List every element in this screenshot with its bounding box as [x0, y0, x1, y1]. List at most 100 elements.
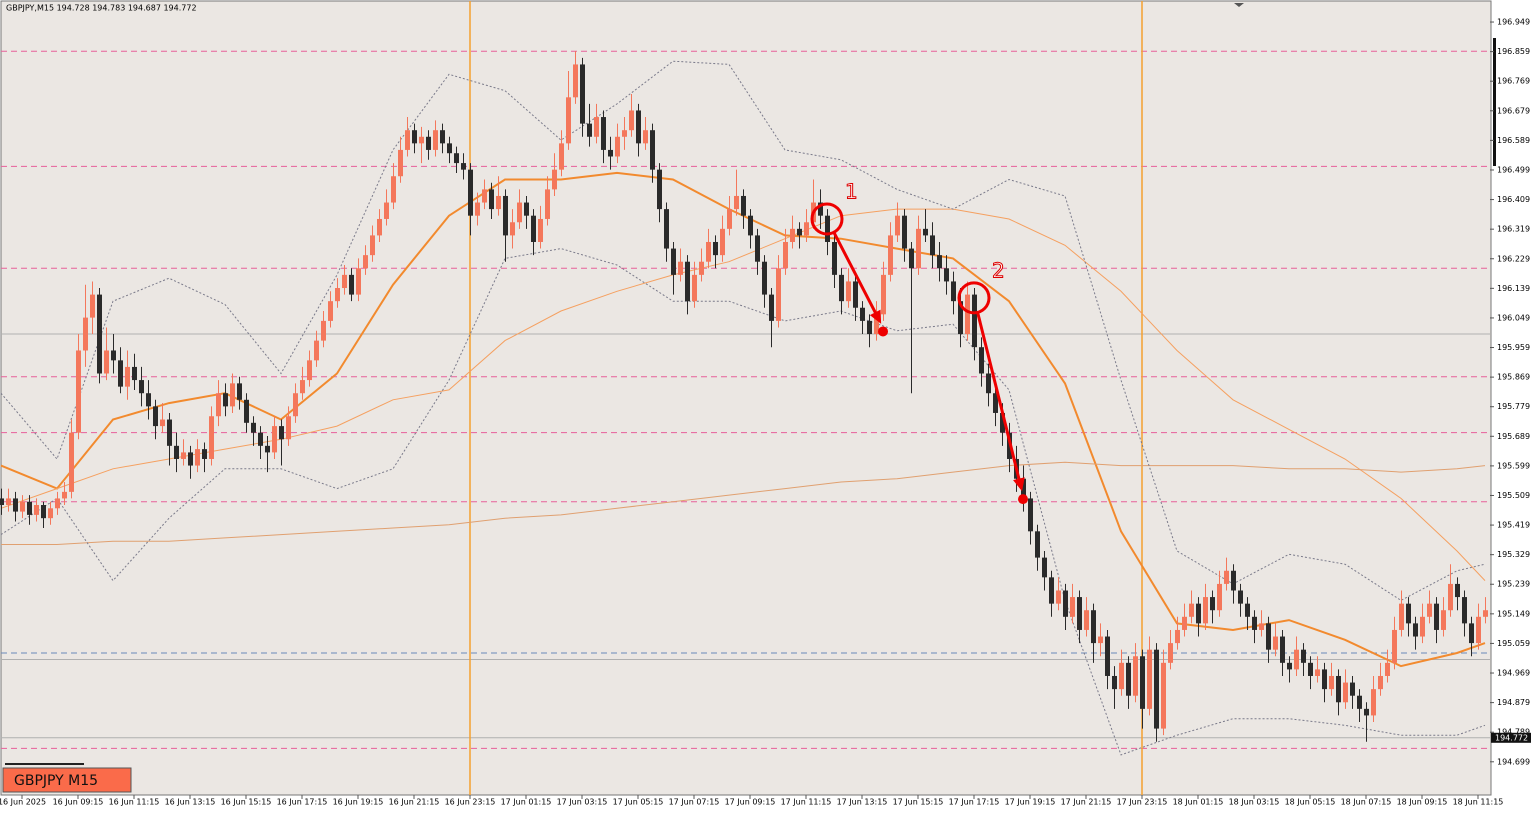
- candle-body: [160, 419, 165, 427]
- candle-body: [1287, 662, 1292, 670]
- candle-body: [503, 195, 508, 236]
- candle-body: [867, 320, 872, 335]
- candle-body: [1427, 603, 1432, 617]
- candle-body: [1301, 649, 1306, 663]
- x-tick-label: 17 Jun 01:15: [501, 798, 552, 807]
- candle-body: [517, 202, 522, 223]
- x-tick-label: 16 Jun 15:15: [221, 798, 272, 807]
- candle-body: [958, 301, 963, 335]
- candle-body: [510, 222, 515, 236]
- annotation-label: 1: [845, 179, 858, 203]
- candle-body: [195, 449, 200, 466]
- candle-body: [965, 294, 970, 335]
- candle-body: [1182, 616, 1187, 630]
- candle-body: [1000, 412, 1005, 433]
- candle-body: [1469, 623, 1474, 644]
- candle-body: [853, 281, 858, 308]
- arrow-head: [869, 309, 882, 324]
- candle-body: [1357, 695, 1362, 709]
- candle-body: [727, 209, 732, 229]
- candle-body: [1406, 603, 1411, 624]
- y-tick-label: 196.859: [1497, 47, 1530, 56]
- candle-body: [1308, 662, 1313, 676]
- candle-body: [1336, 675, 1341, 703]
- price-tag: [1491, 732, 1531, 743]
- candle-body: [1329, 675, 1334, 690]
- candle-body: [251, 422, 256, 433]
- candle-body: [482, 189, 487, 203]
- y-tick-label: 196.589: [1497, 136, 1530, 145]
- x-tick-label: 16 Jun 19:15: [333, 798, 384, 807]
- x-tick-label: 16 Jun 11:15: [109, 798, 160, 807]
- candle-body: [580, 64, 585, 124]
- candle-body: [174, 445, 179, 459]
- candle-body: [342, 274, 347, 289]
- candle-body: [1434, 603, 1439, 630]
- candle-body: [573, 64, 578, 98]
- candle-body: [692, 274, 697, 302]
- candle-body: [286, 416, 291, 440]
- candle-body: [531, 215, 536, 242]
- candle-body: [608, 149, 613, 157]
- candle-body: [1273, 636, 1278, 650]
- y-tick-label: 196.049: [1497, 313, 1530, 322]
- candle-body: [440, 130, 445, 144]
- candle-body: [566, 97, 571, 144]
- candle-body: [720, 228, 725, 256]
- y-tick-label: 194.879: [1497, 698, 1530, 707]
- candle-body: [349, 274, 354, 295]
- candle-body: [797, 228, 802, 236]
- candle-body: [1455, 583, 1460, 598]
- x-tick-label: 16 Jun 21:15: [389, 798, 440, 807]
- candle-body: [1238, 590, 1243, 604]
- candle-body: [1448, 583, 1453, 611]
- candle-body: [1252, 616, 1257, 630]
- candle-body: [412, 130, 417, 144]
- candle-body: [1126, 662, 1131, 696]
- x-tick-label: 18 Jun 01:15: [1173, 798, 1224, 807]
- candle-body: [1245, 603, 1250, 617]
- y-tick-label: 195.779: [1497, 402, 1530, 411]
- candle-body: [188, 452, 193, 466]
- indicator-line: [1, 461, 1486, 545]
- candle-body: [993, 393, 998, 413]
- candle-body: [818, 202, 823, 216]
- candle-body: [678, 261, 683, 275]
- candle-body: [895, 215, 900, 236]
- candle-body: [125, 366, 130, 387]
- y-tick-label: 195.599: [1497, 461, 1530, 470]
- candle-body: [307, 360, 312, 381]
- candle-body: [1077, 597, 1082, 630]
- candle-body: [293, 393, 298, 417]
- x-tick-label: 17 Jun 11:15: [781, 798, 832, 807]
- candle-body: [461, 163, 466, 170]
- candle-body: [118, 360, 123, 387]
- arrow-head: [1013, 477, 1025, 492]
- candle-body: [685, 261, 690, 302]
- candle-body: [258, 432, 263, 446]
- x-tick-label: 18 Jun 07:15: [1341, 798, 1392, 807]
- candle-body: [979, 347, 984, 374]
- x-tick-label: 17 Jun 13:15: [837, 798, 888, 807]
- candle-body: [181, 452, 186, 459]
- candle-body: [538, 218, 543, 242]
- candle-body: [468, 169, 473, 216]
- y-tick-label: 195.689: [1497, 432, 1530, 441]
- candle-body: [1343, 682, 1348, 703]
- candle-body: [650, 130, 655, 170]
- price-tag-label: 194.772: [1495, 733, 1528, 742]
- candle-body: [524, 202, 529, 216]
- candle-body: [167, 419, 172, 446]
- candle-body: [6, 498, 11, 506]
- x-tick-label: 17 Jun 19:15: [1005, 798, 1056, 807]
- candle-body: [216, 393, 221, 417]
- candle-body: [1098, 636, 1103, 644]
- candle-body: [62, 491, 67, 499]
- candle-body: [909, 248, 914, 269]
- shift-marker: [1234, 3, 1244, 7]
- symbol-box: [2, 767, 132, 793]
- y-tick-label: 196.679: [1497, 106, 1530, 115]
- candle-body: [783, 241, 788, 269]
- candle-body: [713, 241, 718, 256]
